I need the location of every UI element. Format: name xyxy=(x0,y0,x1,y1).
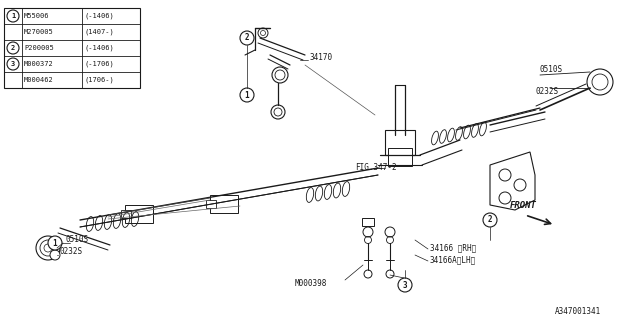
Circle shape xyxy=(240,31,254,45)
Text: (1407-): (1407-) xyxy=(84,29,114,35)
Text: 1: 1 xyxy=(52,238,58,247)
Text: 2: 2 xyxy=(488,215,492,225)
Text: 3: 3 xyxy=(11,61,15,67)
Circle shape xyxy=(499,169,511,181)
Text: M000372: M000372 xyxy=(24,61,54,67)
Circle shape xyxy=(36,236,60,260)
Circle shape xyxy=(385,227,395,237)
Bar xyxy=(125,205,153,223)
Bar xyxy=(385,130,415,155)
Text: A347001341: A347001341 xyxy=(555,308,601,316)
Text: 0232S: 0232S xyxy=(60,247,83,257)
Bar xyxy=(4,8,140,88)
Text: 34166A〈LH〉: 34166A〈LH〉 xyxy=(430,255,476,265)
Circle shape xyxy=(363,227,373,237)
Text: P200005: P200005 xyxy=(24,45,54,51)
Text: 3: 3 xyxy=(403,281,407,290)
Text: (-1406): (-1406) xyxy=(84,45,114,51)
Polygon shape xyxy=(490,152,535,210)
Bar xyxy=(362,218,374,226)
Text: 0510S: 0510S xyxy=(540,66,563,75)
Text: M000462: M000462 xyxy=(24,77,54,83)
Circle shape xyxy=(50,250,60,260)
Text: M270005: M270005 xyxy=(24,29,54,35)
Text: 34170: 34170 xyxy=(310,52,333,61)
Bar xyxy=(206,200,216,208)
Circle shape xyxy=(240,88,254,102)
Circle shape xyxy=(499,192,511,204)
Text: 1: 1 xyxy=(11,13,15,19)
Circle shape xyxy=(398,278,412,292)
Text: (-1406): (-1406) xyxy=(84,13,114,19)
Circle shape xyxy=(272,67,288,83)
Text: FIG.347-2: FIG.347-2 xyxy=(355,164,397,172)
Bar xyxy=(210,195,238,213)
Circle shape xyxy=(7,58,19,70)
Circle shape xyxy=(271,105,285,119)
Circle shape xyxy=(48,236,62,250)
Bar xyxy=(121,210,131,218)
Text: 2: 2 xyxy=(11,45,15,51)
Circle shape xyxy=(7,10,19,22)
Text: M55006: M55006 xyxy=(24,13,49,19)
Text: M000398: M000398 xyxy=(295,278,328,287)
Circle shape xyxy=(483,213,497,227)
Text: 2: 2 xyxy=(244,34,250,43)
Circle shape xyxy=(587,69,613,95)
Circle shape xyxy=(258,28,268,38)
Circle shape xyxy=(514,179,526,191)
Text: (-1706): (-1706) xyxy=(84,61,114,67)
Text: 34166 〈RH〉: 34166 〈RH〉 xyxy=(430,244,476,252)
Bar xyxy=(388,148,412,166)
Circle shape xyxy=(386,270,394,278)
Text: 0510S: 0510S xyxy=(65,236,88,244)
Text: (1706-): (1706-) xyxy=(84,77,114,83)
Text: FRONT: FRONT xyxy=(510,201,537,210)
Circle shape xyxy=(364,270,372,278)
Circle shape xyxy=(7,42,19,54)
Text: 1: 1 xyxy=(244,91,250,100)
Text: 0232S: 0232S xyxy=(535,86,558,95)
